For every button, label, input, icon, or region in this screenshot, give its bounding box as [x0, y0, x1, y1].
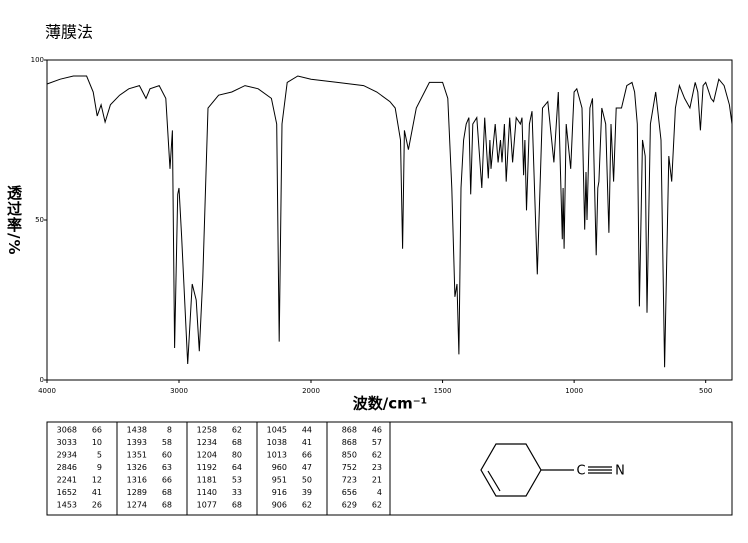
x-axis-label: 波数/cm⁻¹ [353, 395, 428, 413]
table-cell: 68 [162, 501, 172, 510]
table-cell: 1192 [197, 463, 217, 472]
table-cell: 23 [372, 463, 382, 472]
table-cell: 3033 [57, 438, 77, 447]
table-cell: 68 [232, 438, 242, 447]
y-tick-label: 50 [35, 216, 44, 224]
table-cell: 868 [342, 426, 357, 435]
table-cell: 2934 [57, 451, 77, 460]
table-cell: 1204 [197, 451, 217, 460]
table-cell: 1038 [267, 438, 287, 447]
table-cell: 80 [232, 451, 242, 460]
x-tick-label: 1500 [434, 387, 452, 395]
table-cell: 66 [302, 451, 312, 460]
table-cell: 8 [167, 426, 172, 435]
table-cell: 850 [342, 451, 357, 460]
table-cell: 1393 [127, 438, 147, 447]
table-cell: 62 [372, 501, 382, 510]
table-cell: 41 [302, 438, 312, 447]
table-cell: 39 [302, 488, 312, 497]
table-cell: 53 [232, 476, 242, 485]
table-cell: 58 [162, 438, 172, 447]
table-cell: 66 [162, 476, 172, 485]
table-cell: 4 [377, 488, 382, 497]
table-cell: 1453 [57, 501, 77, 510]
table-cell: 1438 [127, 426, 147, 435]
table-cell: 10 [92, 438, 102, 447]
atom-label: N [615, 464, 625, 479]
table-cell: 33 [232, 488, 242, 497]
table-cell: 62 [372, 451, 382, 460]
table-cell: 41 [92, 488, 102, 497]
table-cell: 1316 [127, 476, 147, 485]
table-cell: 723 [342, 476, 357, 485]
ring [480, 443, 542, 497]
y-tick-label: 0 [40, 376, 44, 384]
x-tick-label: 4000 [38, 387, 56, 395]
table-cell: 1258 [197, 426, 217, 435]
table-cell: 1140 [197, 488, 217, 497]
x-tick-label: 1000 [565, 387, 583, 395]
table-cell: 21 [372, 476, 382, 485]
table-cell: 629 [342, 501, 357, 510]
atom-label: C [576, 464, 585, 479]
y-axis-label: 透过率/% [5, 185, 23, 256]
table-cell: 752 [342, 463, 357, 472]
y-tick-label: 100 [31, 56, 44, 64]
table-cell: 63 [162, 463, 172, 472]
x-tick-label: 500 [699, 387, 712, 395]
table-cell: 916 [272, 488, 287, 497]
table-cell: 1077 [197, 501, 217, 510]
table-cell: 50 [302, 476, 312, 485]
table-cell: 46 [372, 426, 382, 435]
chart-title: 薄膜法 [45, 23, 93, 42]
table-cell: 44 [302, 426, 312, 435]
table-cell: 47 [302, 463, 312, 472]
double-bond [487, 470, 501, 492]
table-cell: 66 [92, 426, 102, 435]
table-cell: 26 [92, 501, 102, 510]
table-cell: 1234 [197, 438, 217, 447]
table-cell: 1652 [57, 488, 77, 497]
table-cell: 1351 [127, 451, 147, 460]
table-cell: 960 [272, 463, 287, 472]
table-cell: 656 [342, 488, 357, 497]
table-cell: 1289 [127, 488, 147, 497]
table-cell: 3068 [57, 426, 77, 435]
table-cell: 2241 [57, 476, 77, 485]
table-cell: 12 [92, 476, 102, 485]
table-cell: 1326 [127, 463, 147, 472]
table-cell: 62 [302, 501, 312, 510]
table-cell: 62 [232, 426, 242, 435]
table-cell: 951 [272, 476, 287, 485]
table-cell: 64 [232, 463, 242, 472]
table-cell: 1045 [267, 426, 287, 435]
table-cell: 868 [342, 438, 357, 447]
table-cell: 1013 [267, 451, 287, 460]
peak-table: 3068 66 3033 10 2934 5 2846 9 2241 12 1652 41 1453 26… [57, 422, 391, 515]
table-cell: 1274 [127, 501, 147, 510]
table-cell: 68 [162, 488, 172, 497]
table-cell: 1181 [197, 476, 217, 485]
x-tick-label: 3000 [170, 387, 188, 395]
table-cell: 906 [272, 501, 287, 510]
table-cell: 5 [97, 451, 102, 460]
spectrum-line [46, 75, 733, 368]
plot-frame [46, 59, 733, 381]
table-cell: 68 [232, 501, 242, 510]
x-tick-label: 2000 [302, 387, 320, 395]
table-cell: 60 [162, 451, 172, 460]
table-cell: 2846 [57, 463, 77, 472]
table-cell: 57 [372, 438, 382, 447]
structure [480, 443, 612, 497]
table-cell: 9 [97, 463, 102, 472]
